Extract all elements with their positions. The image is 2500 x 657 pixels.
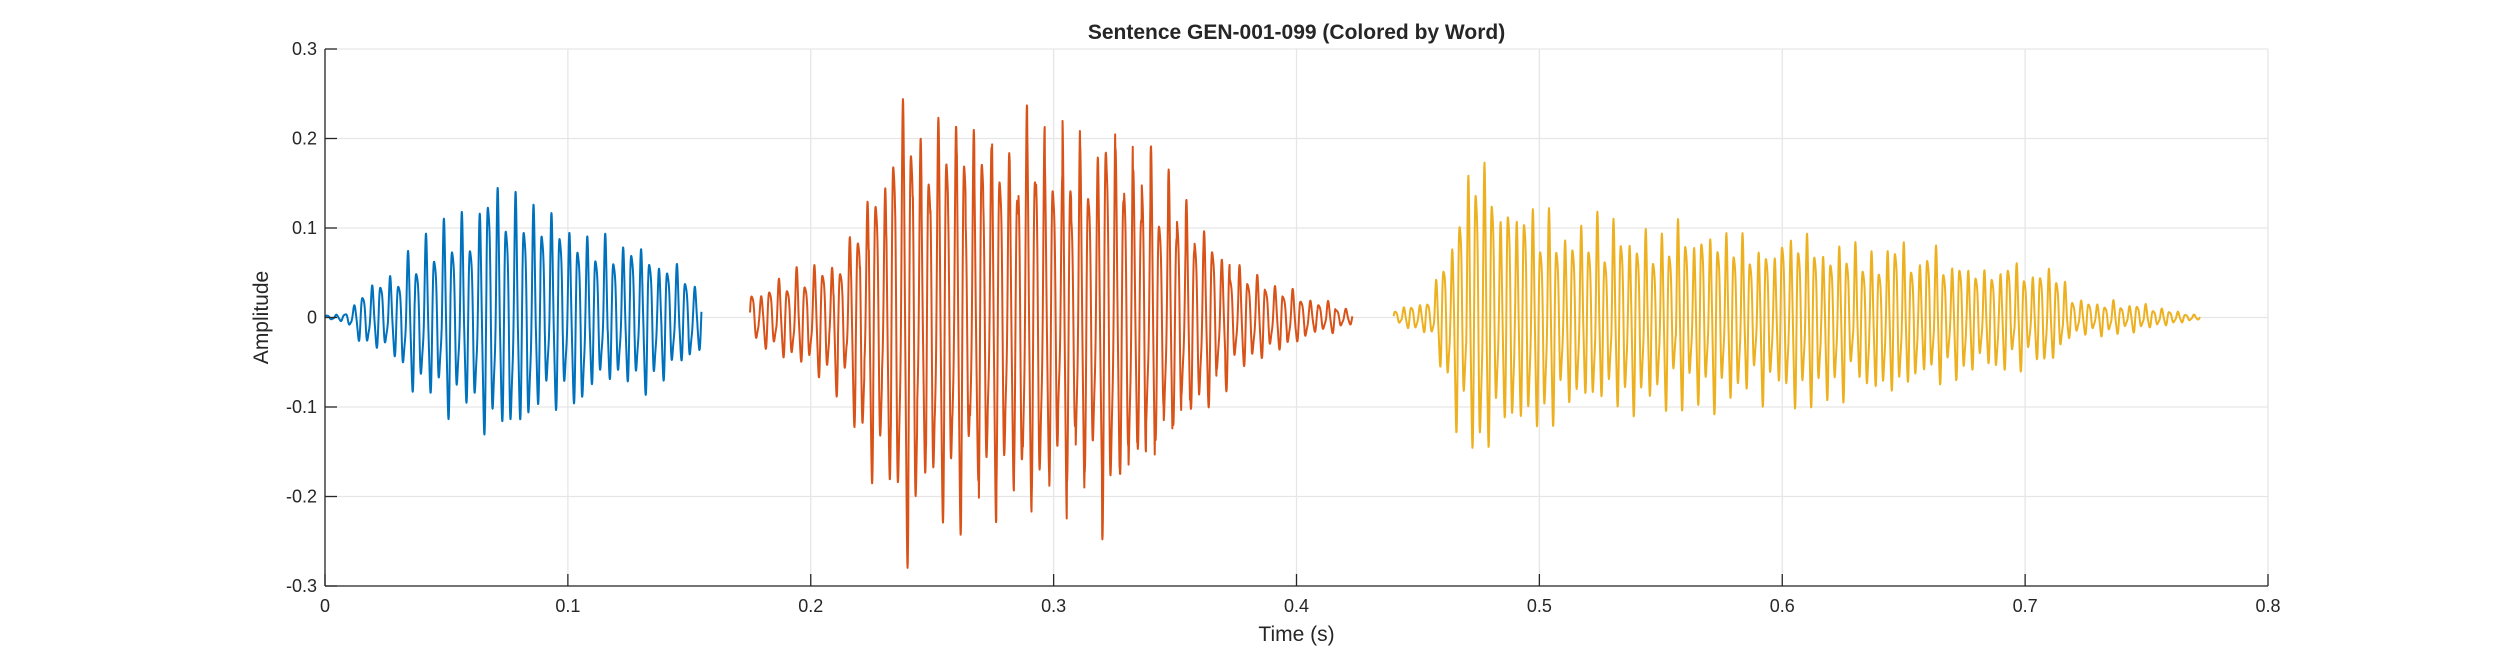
x-tick-label: 0.8 — [2255, 596, 2280, 616]
waveform-series — [324, 98, 2201, 569]
y-tick-label: -0.2 — [286, 487, 317, 507]
y-tick-label: 0.1 — [292, 218, 317, 238]
x-tick-label: 0 — [320, 596, 330, 616]
y-axis-label: Amplitude — [250, 271, 273, 364]
waveform-word-1 — [324, 187, 703, 436]
y-tick-label: -0.3 — [286, 576, 317, 596]
x-axis-label: Time (s) — [1258, 623, 1334, 646]
y-tick-label: 0.3 — [292, 39, 317, 59]
x-tick-label: 0.7 — [2013, 596, 2038, 616]
axes — [324, 48, 2269, 587]
waveform-word-2 — [749, 98, 1354, 569]
x-tick-label: 0.4 — [1284, 596, 1309, 616]
waveform-word-3 — [1392, 161, 2201, 449]
x-tick-label: 0.6 — [1770, 596, 1795, 616]
x-tick-label: 0.2 — [798, 596, 823, 616]
y-tick-label: -0.1 — [286, 397, 317, 417]
chart-title: Sentence GEN-001-099 (Colored by Word) — [1088, 21, 1505, 44]
x-tick-label: 0.1 — [555, 596, 580, 616]
x-tick-label: 0.3 — [1041, 596, 1066, 616]
x-tick-label: 0.5 — [1527, 596, 1552, 616]
y-tick-label: 0 — [307, 308, 317, 328]
y-tick-label: 0.2 — [292, 129, 317, 149]
tick-labels: 0 0.1 0.2 0.3 0.4 0.5 0.6 0.7 0.8 -0.3 -0.2 -0.1 0 0.… — [286, 39, 2281, 616]
